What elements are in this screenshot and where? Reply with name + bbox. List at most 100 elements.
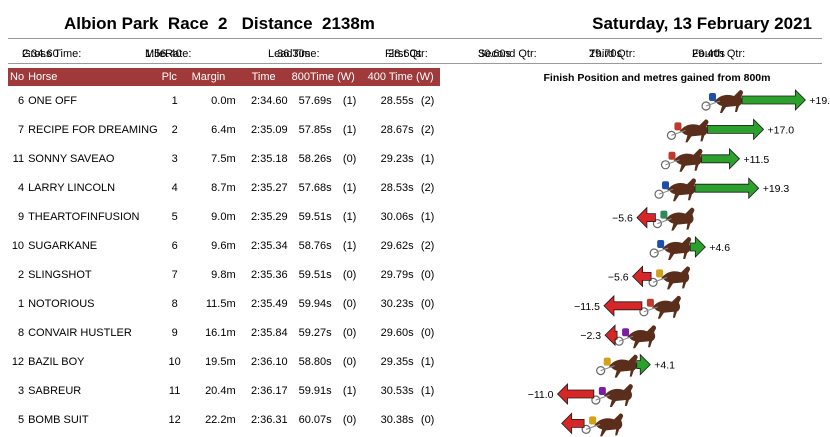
cell-no: 5: [17, 413, 25, 426]
chart-marks: +19.2 +17.0 +11.5 +19.3 −5.6 +4.6 −5.6 −11.5 −2.…: [528, 89, 830, 437]
cell-800wide: (0): [342, 326, 357, 339]
cell-plc: 9: [171, 326, 178, 339]
table-row: 9 THEARTOFINFUSION 5 9.0m 2:35.29 59.51s (1) 30…: [8, 202, 440, 231]
chart-row-mark: +11.5: [660, 147, 769, 172]
cell-800wide: (0): [342, 297, 357, 310]
cell-plc: 3: [171, 152, 178, 165]
gain-value-label: +19.2: [809, 95, 830, 107]
cell-no: 8: [17, 326, 25, 339]
cell-800wide: (1): [342, 123, 357, 136]
cell-no: 10: [11, 239, 25, 252]
chart-row-mark: +19.2: [701, 89, 830, 113]
cell-400time: 30.23s: [380, 297, 414, 310]
gain-arrow: [701, 147, 741, 170]
cell-margin: 16.1m: [205, 326, 236, 339]
cell-no: 4: [17, 181, 25, 194]
lead-time-stat: LeadTime: 36.30s: [268, 48, 320, 60]
cell-no: 11: [12, 152, 25, 165]
cell-800wide: (1): [342, 384, 357, 397]
cell-800wide: (1): [342, 94, 357, 107]
results-header-row: No Horse Plc Margin Time 800Time (W) 400…: [8, 68, 440, 86]
cell-margin: 9.8m: [211, 268, 236, 281]
gain-value-label: −5.6: [608, 271, 629, 283]
cell-plc: 10: [168, 355, 181, 368]
cell-margin: 8.7m: [211, 181, 236, 194]
gain-value-label: +17.0: [768, 124, 795, 136]
cell-time: 2:35.34: [250, 239, 288, 252]
horse-sulky-icon: [701, 90, 743, 113]
chart-row-mark: +17.0: [666, 118, 795, 143]
cell-800time: 57.69s: [298, 94, 332, 107]
cell-400wide: (1): [420, 355, 435, 368]
cell-800wide: (0): [342, 152, 357, 165]
table-row: 2 SLINGSHOT 7 9.8m 2:35.36 59.51s (0) 29.79s (0): [8, 260, 440, 289]
cell-800time: 59.27s: [298, 326, 332, 339]
horse-sulky-icon: [652, 207, 695, 231]
cell-horse: NOTORIOUS: [28, 297, 95, 310]
cell-800time: 58.80s: [298, 355, 332, 368]
horse-sulky-icon: [648, 266, 691, 290]
cell-400time: 29.79s: [380, 268, 414, 281]
cell-400time: 29.62s: [380, 239, 414, 252]
cell-800wide: (0): [342, 355, 357, 368]
table-row: 7 RECIPE FOR DREAMING 2 6.4m 2:35.09 57.85s (1…: [8, 115, 440, 144]
gain-value-label: +4.6: [709, 242, 730, 254]
gain-value-label: −11.0: [528, 389, 554, 401]
cell-margin: 19.5m: [205, 355, 236, 368]
cell-800time: 59.51s: [298, 210, 332, 223]
cell-plc: 2: [171, 123, 178, 136]
cell-time: 2:34.60: [250, 94, 288, 107]
horse-sulky-icon: [660, 148, 703, 172]
chart-row-mark: +4.6: [649, 236, 730, 260]
sectional-stats-bar: Gross Time: 2:34.60 MileRate: 1:56.40 Le…: [22, 48, 746, 60]
gain-arrow: [707, 118, 765, 141]
cell-800wide: (1): [342, 181, 357, 194]
gain-arrow: [689, 236, 706, 258]
cell-margin: 9.0m: [211, 210, 236, 223]
cell-plc: 12: [168, 413, 181, 426]
cell-400time: 29.23s: [380, 152, 414, 165]
horse-sulky-icon: [649, 237, 692, 260]
race-date: Saturday, 13 February 2021: [592, 14, 812, 33]
col-plc: Plc: [161, 71, 177, 83]
distance-value: 2138m: [321, 14, 375, 33]
chart-title: Finish Position and metres gained from 8…: [544, 72, 771, 84]
gain-value-label: +4.1: [654, 360, 675, 372]
race-number: 2: [218, 14, 228, 33]
cell-plc: 5: [171, 210, 178, 223]
cell-time: 2:35.84: [250, 326, 288, 339]
cell-plc: 1: [171, 94, 178, 107]
results-table: No Horse Plc Margin Time 800Time (W) 400…: [8, 68, 440, 434]
cell-no: 1: [17, 297, 25, 310]
table-row: 11 SONNY SAVEAO 3 7.5m 2:35.18 58.26s (0) 29.23…: [8, 144, 440, 173]
cell-horse: SONNY SAVEAO: [28, 152, 115, 165]
gain-value-label: +11.5: [743, 154, 769, 166]
cell-no: 6: [17, 94, 25, 107]
cell-400wide: (1): [420, 210, 435, 223]
horse-sulky-icon: [639, 295, 681, 319]
cell-margin: 0.0m: [211, 94, 236, 107]
horse-sulky-icon: [581, 413, 624, 437]
cell-time: 2:36.31: [250, 413, 288, 426]
cell-horse: LARRY LINCOLN: [28, 181, 116, 194]
cell-time: 2:36.10: [250, 355, 288, 368]
cell-400time: 28.53s: [380, 181, 414, 194]
table-row: 1 NOTORIOUS 8 11.5m 2:35.49 59.94s (0) 30.23s (0…: [8, 289, 440, 318]
cell-time: 2:35.29: [250, 210, 288, 223]
race-title: Albion Park Race 2 Distance 2138m: [64, 14, 375, 34]
header-divider: [8, 38, 822, 39]
cell-400time: 29.60s: [380, 326, 414, 339]
cell-margin: 20.4m: [205, 384, 236, 397]
cell-400wide: (0): [420, 413, 435, 426]
cell-800wide: (0): [342, 413, 357, 426]
cell-800time: 59.94s: [298, 297, 332, 310]
cell-horse: BOMB SUIT: [28, 413, 89, 426]
race-label: Race: [167, 14, 209, 33]
loss-arrow: [632, 265, 652, 288]
horse-sulky-icon: [666, 119, 709, 143]
chart-row-mark: −11.5: [574, 294, 681, 319]
cell-horse: SUGARKANE: [28, 239, 98, 252]
cell-400time: 28.55s: [380, 94, 414, 107]
gain-arrow: [741, 89, 806, 111]
